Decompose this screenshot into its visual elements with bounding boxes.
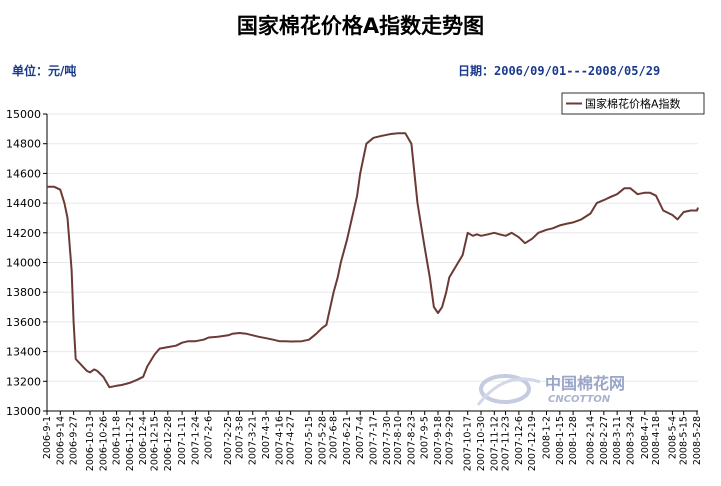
ytick-label: 14400 (6, 197, 41, 210)
xtick-label: 2008-5-4 (667, 416, 678, 459)
series (47, 132, 699, 389)
unit-label: 单位：元/吨 (12, 64, 77, 78)
xtick-label: 2007-11-23 (501, 416, 512, 471)
xtick-label: 2007-7-4 (355, 416, 366, 459)
ytick-label: 14000 (6, 257, 41, 270)
ytick-label: 14800 (6, 138, 41, 151)
xtick-label: 2007-4-16 (274, 416, 285, 465)
series-line (47, 132, 699, 389)
xtick-label: 2007-3-8 (234, 416, 245, 459)
xtick-label: 2007-6-21 (342, 416, 353, 465)
legend-label: 国家棉花价格A指数 (585, 97, 681, 111)
grid (47, 113, 698, 382)
xtick-label: 2006-10-13 (85, 416, 96, 471)
ytick-label: 13000 (6, 405, 41, 418)
ytick-label: 14200 (6, 227, 41, 240)
watermark-name: 中国棉花网 (545, 374, 625, 393)
xtick-label: 2007-9-5 (420, 416, 431, 459)
ytick-label: 15000 (6, 108, 41, 121)
xtick-label: 2006-9-14 (55, 416, 66, 465)
xtick-label: 2006-10-26 (98, 416, 109, 471)
xtick-label: 2007-12-19 (527, 416, 538, 471)
xtick-label: 2007-5-28 (317, 416, 328, 465)
xtick-label: 2006-11-8 (112, 416, 123, 465)
xtick-label: 2007-12-6 (514, 416, 525, 465)
xtick-label: 2006-12-15 (149, 416, 160, 471)
xtick-label: 2006-9-27 (69, 416, 80, 465)
legend-box (561, 92, 705, 115)
xtick-label: 2007-9-29 (444, 416, 455, 465)
xtick-label: 2008-1-28 (568, 416, 579, 465)
xtick-label: 2007-10-17 (463, 416, 474, 471)
xtick-label: 2008-4-18 (651, 416, 662, 465)
xtick-label: 2007-11-12 (489, 416, 500, 471)
xtick-label: 2008-3-11 (612, 416, 623, 465)
xtick-label: 2007-1-11 (177, 416, 188, 465)
xtick-label: 2007-8-10 (393, 416, 404, 465)
watermark: 中国棉花网 CNCOTTON (476, 374, 625, 406)
watermark-sub: CNCOTTON (548, 394, 611, 405)
xtick-label: 2008-5-28 (692, 416, 703, 465)
xtick-label: 2008-1-15 (555, 416, 566, 465)
watermark-swoosh-icon (476, 377, 541, 406)
legend: 国家棉花价格A指数 (561, 92, 705, 115)
xtick-label: 2006-12-28 (163, 416, 174, 471)
xtick-label: 2007-2-6 (204, 416, 215, 459)
xtick-label: 2007-9-18 (433, 416, 444, 465)
xtick-label: 2007-8-23 (406, 416, 417, 465)
xtick-label: 2008-4-7 (640, 416, 651, 459)
xtick-label: 2007-7-17 (369, 416, 380, 465)
xtick-label: 2007-10-30 (476, 416, 487, 471)
xtick-label: 2008-3-24 (625, 416, 636, 465)
xtick-label: 2008-2-27 (599, 416, 610, 465)
xtick-label: 2007-1-24 (190, 416, 201, 465)
axes (43, 113, 698, 415)
xtick-label: 2007-4-3 (261, 416, 272, 459)
ytick-label: 13400 (6, 346, 41, 359)
xtick-label: 2006-9-1 (42, 416, 53, 459)
xtick-label: 2008-1-2 (542, 416, 553, 459)
ytick-label: 13600 (6, 316, 41, 329)
x-ticks: 2006-9-1 2006-9-14 2006-9-27 2006-10-13 2006… (42, 416, 703, 471)
ytick-label: 13800 (6, 286, 41, 299)
xtick-label: 2007-7-30 (382, 416, 393, 465)
xtick-label: 2008-2-14 (586, 416, 597, 465)
date-range-label: 日期：2006/09/01---2008/05/29 (458, 64, 661, 78)
ytick-label: 13200 (6, 375, 41, 388)
xtick-label: 2007-6-8 (329, 416, 340, 459)
ytick-label: 14600 (6, 167, 41, 180)
xtick-label: 2007-5-15 (304, 416, 315, 465)
watermark-logo-icon (479, 374, 531, 404)
y-ticks: 13000 13200 13400 13600 13800 14000 14200 14400… (6, 108, 41, 418)
xtick-label: 2007-2-25 (223, 416, 234, 465)
xtick-label: 2007-4-27 (286, 416, 297, 465)
xtick-label: 2007-3-21 (248, 416, 259, 465)
chart-title: 国家棉花价格A指数走势图 (236, 14, 485, 38)
xtick-label: 2006-11-21 (125, 416, 136, 471)
xtick-label: 2008-5-15 (679, 416, 690, 465)
xtick-label: 2006-12-4 (138, 416, 149, 465)
